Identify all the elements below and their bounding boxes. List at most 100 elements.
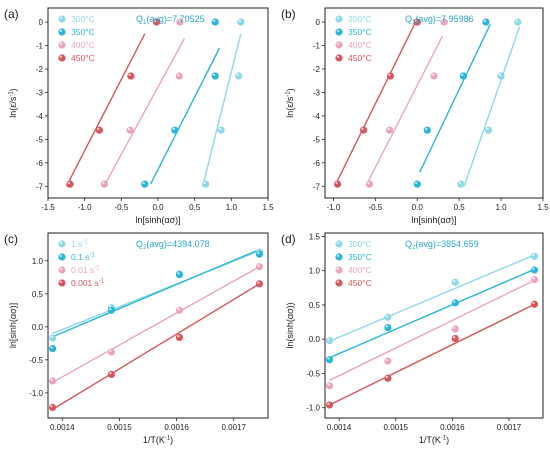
data-point: [530, 266, 539, 274]
y-tick-label: 0.5: [32, 290, 44, 299]
legend-marker-highlight: [336, 267, 340, 270]
legend-marker: [58, 240, 66, 248]
x-axis-label: ln[sinh(ασ)]: [411, 215, 456, 225]
data-point-highlight: [212, 19, 216, 23]
x-tick-label: 0.0016: [440, 423, 465, 432]
q-annotation: Q2(avg)=4394.078: [136, 239, 210, 251]
legend-marker: [335, 28, 343, 36]
y-tick-label: -3: [36, 88, 44, 97]
data-point-highlight: [127, 127, 131, 131]
data-point: [451, 299, 459, 307]
y-tick-label: -7: [36, 182, 44, 191]
y-axis-label-part: -1: [9, 91, 15, 97]
data-point: [217, 126, 225, 134]
data-point: [48, 345, 57, 353]
legend-marker: [335, 279, 343, 287]
y-axis-label-part: ): [285, 88, 295, 91]
legend-label: 450°C: [71, 53, 95, 63]
y-tick-label: -4: [313, 112, 321, 121]
legend-marker-highlight: [336, 55, 340, 58]
panel-label: (c): [4, 232, 18, 246]
data-point: [451, 334, 459, 343]
data-point: [514, 18, 522, 26]
data-point-highlight: [388, 73, 391, 77]
data-point: [413, 180, 421, 188]
data-point: [175, 306, 184, 314]
legend-label: 450°C: [348, 53, 372, 63]
data-point-highlight: [335, 181, 338, 185]
data-point: [423, 126, 431, 134]
legend-marker: [335, 41, 343, 49]
legend-label: 450°C: [348, 278, 372, 288]
x-axis-label: 1/T(K-1): [419, 435, 449, 445]
chart-panel-4: 0.0014 0.0015 0.0016 0.0017 -1.0 -0.5 0.0 0.5 1.…: [281, 232, 544, 445]
y-tick-label: -2: [313, 65, 321, 74]
legend-marker: [335, 54, 343, 62]
x-tick-label: 0.5: [454, 203, 466, 212]
data-point-highlight: [154, 19, 157, 23]
data-point: [107, 306, 116, 314]
chart-panel-2: -1.0 -0.5 0.0 0.5 1.0 1.5 -7 -6 -5 -4 -3 -2 -1 0 ln[si…: [281, 7, 549, 225]
y-tick-label: -1: [36, 42, 44, 51]
fit-line: [463, 26, 521, 187]
fit-line: [104, 38, 186, 185]
annotation-q: Q: [136, 239, 143, 249]
data-point: [459, 72, 467, 80]
legend-marker-highlight: [336, 241, 340, 244]
data-point-highlight: [327, 383, 330, 386]
data-point-highlight: [172, 127, 175, 131]
fit-line: [52, 266, 260, 383]
legend-label-part: 0.001 s: [71, 278, 99, 288]
legend-label: 300°C: [348, 14, 372, 24]
y-axis-label: ln(sinh(ασ)): [285, 302, 295, 348]
legend-marker-highlight: [59, 29, 63, 32]
data-point: [48, 403, 57, 412]
legend-marker: [335, 15, 343, 23]
data-point: [66, 180, 74, 188]
data-point: [385, 126, 394, 134]
legend-marker: [58, 253, 66, 261]
data-point-highlight: [532, 267, 535, 270]
legend-label-part: -1: [94, 266, 100, 272]
data-point-highlight: [327, 357, 330, 360]
data-point: [48, 377, 57, 385]
legend-marker-highlight: [336, 42, 340, 45]
data-point-highlight: [50, 405, 53, 408]
plot-frame: [47, 232, 269, 419]
legend-label: 350°C: [348, 252, 372, 262]
data-point: [359, 126, 368, 134]
x-tick-label: -0.5: [368, 203, 382, 212]
y-axis-label: ln(ε̇/s-1): [285, 88, 295, 117]
data-point: [48, 334, 57, 342]
y-tick-label: -2: [36, 65, 44, 74]
data-point: [530, 252, 539, 260]
legend-marker: [335, 253, 343, 261]
legend-marker-highlight: [59, 55, 63, 58]
legend-label-part: 1 s: [71, 239, 82, 249]
data-point-highlight: [441, 19, 445, 23]
legend-label-part: 0.01 s: [71, 265, 94, 275]
legend-marker: [58, 266, 66, 274]
data-point: [171, 126, 179, 134]
data-point: [384, 357, 392, 365]
data-point: [530, 300, 539, 308]
data-point: [430, 72, 438, 80]
y-axis-label-part: ln(: [285, 108, 295, 118]
fit-line: [366, 35, 444, 185]
x-tick-label: 0.0017: [221, 423, 246, 432]
data-point: [484, 126, 493, 134]
data-point-highlight: [424, 127, 428, 131]
data-point-highlight: [177, 19, 181, 23]
fit-line: [329, 279, 535, 381]
y-tick-label: 1.5: [309, 232, 321, 241]
legend-label: 1 s-1: [71, 239, 88, 249]
data-point: [255, 280, 264, 288]
fit-line: [329, 303, 535, 406]
annotation-sub: 1: [143, 20, 147, 26]
y-tick-label: 1.0: [309, 267, 321, 276]
x-axis-label: 1/T(K-1): [143, 435, 173, 445]
data-point: [255, 250, 264, 258]
fit-line: [202, 33, 242, 187]
data-point: [384, 374, 392, 382]
